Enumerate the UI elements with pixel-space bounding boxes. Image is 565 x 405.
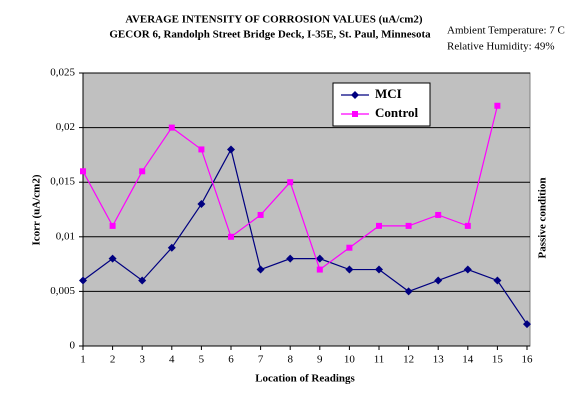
data-point	[316, 266, 323, 273]
x-tick-label: 3	[139, 354, 145, 366]
y-tick-label: 0	[70, 340, 76, 352]
data-point	[227, 145, 235, 154]
x-tick-label: 7	[258, 354, 264, 366]
data-point	[523, 320, 531, 329]
x-tick-label: 11	[374, 354, 385, 366]
data-point	[376, 222, 382, 229]
data-point	[257, 211, 264, 218]
legend-box	[332, 82, 431, 127]
data-point	[228, 233, 234, 240]
y-tick-label: 0,025	[50, 67, 75, 79]
data-point	[79, 276, 87, 285]
data-point	[286, 254, 295, 263]
legend-marker	[351, 91, 359, 99]
data-point	[405, 222, 412, 229]
data-point	[375, 265, 383, 274]
data-point	[139, 168, 146, 175]
data-point	[80, 168, 86, 175]
data-point	[464, 222, 471, 229]
x-tick-label: 14	[462, 354, 474, 366]
data-point	[435, 211, 442, 218]
data-point	[198, 146, 205, 153]
annotation: Ambient Temperature: 7 C	[447, 25, 565, 37]
data-point	[197, 200, 206, 209]
legend-label: MCI	[375, 86, 402, 101]
data-point	[434, 276, 443, 285]
legend-label: Control	[375, 105, 418, 120]
x-tick-label: 5	[199, 354, 205, 366]
data-point	[287, 179, 294, 186]
y-axis-label: Icorr (uA/cm2)	[31, 174, 43, 245]
x-tick-label: 8	[287, 354, 293, 366]
y-tick-label: 0,02	[56, 121, 75, 133]
x-tick-label: 2	[110, 354, 116, 366]
chart-title: AVERAGE INTENSITY OF CORROSION VALUES (u…	[125, 14, 422, 26]
x-axis-label: Location of Readings	[255, 373, 355, 385]
y-tick-label: 0,01	[56, 230, 75, 242]
data-point	[109, 222, 116, 229]
chart-subtitle: GECOR 6, Randolph Street Bridge Deck, I-…	[109, 29, 431, 41]
x-tick-label: 4	[169, 354, 175, 366]
y2-axis-label: Passive condition	[537, 178, 549, 259]
x-tick-label: 16	[522, 354, 534, 366]
x-tick-label: 6	[228, 354, 234, 366]
y-tick-label: 0,015	[50, 176, 75, 188]
y-tick-label: 0,005	[50, 285, 75, 297]
legend-marker	[352, 111, 358, 117]
x-tick-label: 15	[492, 354, 504, 366]
data-point	[168, 124, 175, 131]
data-point	[494, 102, 501, 109]
annotation: Relative Humidity: 49%	[447, 41, 555, 53]
x-tick-label: 12	[403, 354, 414, 366]
data-point	[315, 254, 324, 263]
data-point	[404, 287, 413, 296]
series-line	[82, 147, 528, 325]
data-point	[256, 265, 265, 274]
data-point	[345, 265, 354, 274]
data-point	[346, 244, 353, 251]
x-tick-label: 1	[80, 354, 86, 366]
x-tick-label: 10	[344, 354, 356, 366]
data-point	[108, 254, 117, 263]
data-point	[493, 276, 502, 285]
plot-area	[82, 72, 531, 347]
data-point	[167, 243, 176, 252]
x-tick-label: 9	[317, 354, 323, 366]
data-point	[463, 265, 472, 274]
data-point	[138, 276, 147, 285]
x-tick-label: 13	[433, 354, 445, 366]
